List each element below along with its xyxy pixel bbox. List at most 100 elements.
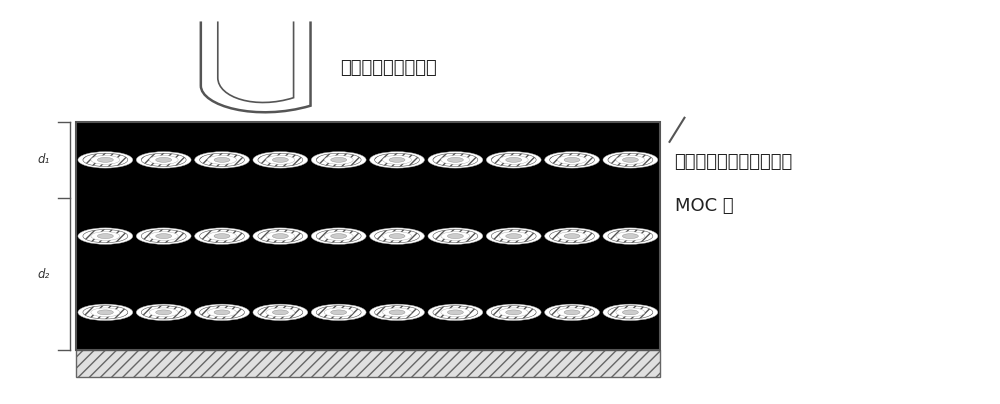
Ellipse shape xyxy=(558,308,587,317)
Ellipse shape xyxy=(608,153,653,166)
Ellipse shape xyxy=(324,308,353,317)
Ellipse shape xyxy=(375,306,419,319)
Ellipse shape xyxy=(266,156,295,164)
Ellipse shape xyxy=(136,228,191,244)
Ellipse shape xyxy=(428,152,483,168)
Ellipse shape xyxy=(272,158,288,162)
Ellipse shape xyxy=(608,306,653,319)
Ellipse shape xyxy=(550,229,594,243)
Ellipse shape xyxy=(616,231,645,240)
Ellipse shape xyxy=(506,234,522,238)
Ellipse shape xyxy=(506,158,522,162)
Text: 带填充气体的玻璃微珠层: 带填充气体的玻璃微珠层 xyxy=(675,153,793,171)
Ellipse shape xyxy=(545,152,599,168)
Ellipse shape xyxy=(506,310,522,315)
Ellipse shape xyxy=(316,153,361,166)
Ellipse shape xyxy=(272,234,288,238)
Ellipse shape xyxy=(214,234,230,238)
Text: d₂: d₂ xyxy=(37,268,49,281)
Ellipse shape xyxy=(253,152,308,168)
Text: d₁: d₁ xyxy=(37,154,49,166)
Ellipse shape xyxy=(491,306,536,319)
Ellipse shape xyxy=(370,228,424,244)
Ellipse shape xyxy=(214,158,230,162)
Ellipse shape xyxy=(195,304,249,320)
Ellipse shape xyxy=(324,231,353,240)
Ellipse shape xyxy=(316,229,361,243)
Ellipse shape xyxy=(389,310,405,315)
Ellipse shape xyxy=(622,158,638,162)
Ellipse shape xyxy=(331,234,347,238)
Ellipse shape xyxy=(428,304,483,320)
Ellipse shape xyxy=(136,304,191,320)
Bar xyxy=(76,122,660,350)
Ellipse shape xyxy=(331,158,347,162)
Ellipse shape xyxy=(83,153,128,166)
Ellipse shape xyxy=(97,158,113,162)
Ellipse shape xyxy=(156,158,172,162)
Ellipse shape xyxy=(208,231,236,240)
Ellipse shape xyxy=(258,153,303,166)
Ellipse shape xyxy=(200,306,244,319)
Ellipse shape xyxy=(447,158,463,162)
Ellipse shape xyxy=(91,231,120,240)
Ellipse shape xyxy=(311,152,366,168)
Ellipse shape xyxy=(272,310,288,315)
Ellipse shape xyxy=(83,306,128,319)
Ellipse shape xyxy=(149,156,178,164)
Ellipse shape xyxy=(499,231,528,240)
Ellipse shape xyxy=(208,156,236,164)
Ellipse shape xyxy=(375,229,419,243)
Ellipse shape xyxy=(564,234,580,238)
Ellipse shape xyxy=(441,231,470,240)
Ellipse shape xyxy=(383,231,411,240)
Ellipse shape xyxy=(156,234,172,238)
Ellipse shape xyxy=(608,229,653,243)
Ellipse shape xyxy=(149,308,178,317)
Ellipse shape xyxy=(499,156,528,164)
Ellipse shape xyxy=(447,310,463,315)
Ellipse shape xyxy=(486,228,541,244)
Ellipse shape xyxy=(258,306,303,319)
Ellipse shape xyxy=(195,228,249,244)
Ellipse shape xyxy=(214,310,230,315)
Ellipse shape xyxy=(78,152,133,168)
Ellipse shape xyxy=(195,152,249,168)
Ellipse shape xyxy=(97,234,113,238)
Ellipse shape xyxy=(564,310,580,315)
Text: MOC 层: MOC 层 xyxy=(675,197,733,215)
Ellipse shape xyxy=(545,228,599,244)
Ellipse shape xyxy=(311,228,366,244)
Ellipse shape xyxy=(558,231,587,240)
Ellipse shape xyxy=(149,231,178,240)
Ellipse shape xyxy=(78,304,133,320)
Ellipse shape xyxy=(603,304,658,320)
Ellipse shape xyxy=(83,229,128,243)
Ellipse shape xyxy=(266,308,295,317)
Ellipse shape xyxy=(545,304,599,320)
Ellipse shape xyxy=(433,153,478,166)
Ellipse shape xyxy=(78,228,133,244)
Ellipse shape xyxy=(491,153,536,166)
Ellipse shape xyxy=(433,306,478,319)
Ellipse shape xyxy=(208,308,236,317)
Ellipse shape xyxy=(603,152,658,168)
Ellipse shape xyxy=(266,231,295,240)
Ellipse shape xyxy=(324,156,353,164)
Ellipse shape xyxy=(622,310,638,315)
Ellipse shape xyxy=(370,304,424,320)
Ellipse shape xyxy=(441,308,470,317)
Ellipse shape xyxy=(141,306,186,319)
Ellipse shape xyxy=(200,229,244,243)
Ellipse shape xyxy=(375,153,419,166)
Ellipse shape xyxy=(383,308,411,317)
Ellipse shape xyxy=(316,306,361,319)
Ellipse shape xyxy=(389,234,405,238)
Ellipse shape xyxy=(383,156,411,164)
Ellipse shape xyxy=(141,229,186,243)
Ellipse shape xyxy=(253,304,308,320)
Ellipse shape xyxy=(253,228,308,244)
Ellipse shape xyxy=(433,229,478,243)
Ellipse shape xyxy=(622,234,638,238)
Ellipse shape xyxy=(564,158,580,162)
